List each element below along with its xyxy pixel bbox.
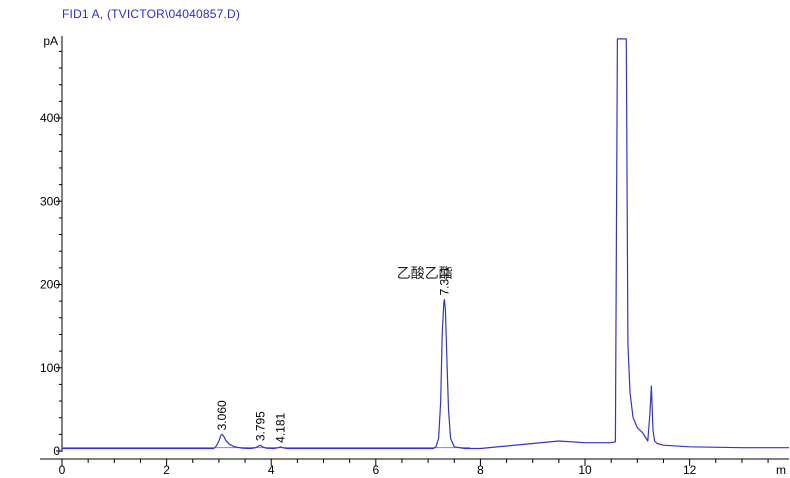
series-line bbox=[62, 38, 789, 450]
peak-retention-label: 3.060 bbox=[215, 400, 229, 430]
y-tick-label: 0 bbox=[53, 444, 60, 458]
x-tick-label: 10 bbox=[578, 463, 592, 477]
ticks: 0 100 200 300 400 0 2 4 6 8 10 12 m bbox=[40, 50, 786, 477]
y-tick-label: 100 bbox=[40, 361, 60, 375]
x-tick-label: 4 bbox=[268, 463, 275, 477]
axes: pA bbox=[40, 34, 789, 460]
x-axis-end-label: m bbox=[776, 463, 786, 477]
peak-retention-label: 3.795 bbox=[253, 411, 267, 441]
x-tick-label: 2 bbox=[163, 463, 170, 477]
chart-title: FID1 A, (TVICTOR\04040857.D) bbox=[62, 7, 241, 21]
y-tick-label: 300 bbox=[40, 194, 60, 208]
x-tick-label: 8 bbox=[477, 463, 484, 477]
x-tick-label: 12 bbox=[683, 463, 697, 477]
x-tick-label: 0 bbox=[59, 463, 66, 477]
y-tick-label: 400 bbox=[40, 111, 60, 125]
y-tick-label: 200 bbox=[40, 278, 60, 292]
x-tick-label: 6 bbox=[372, 463, 379, 477]
peak-retention-label: 4.181 bbox=[274, 412, 288, 442]
series-layer bbox=[62, 38, 789, 450]
compound-annotation: 乙酸乙酯 bbox=[397, 266, 453, 282]
peak-retention-label: 7.311 bbox=[437, 266, 451, 295]
y-axis-unit-label: pA bbox=[43, 34, 58, 48]
